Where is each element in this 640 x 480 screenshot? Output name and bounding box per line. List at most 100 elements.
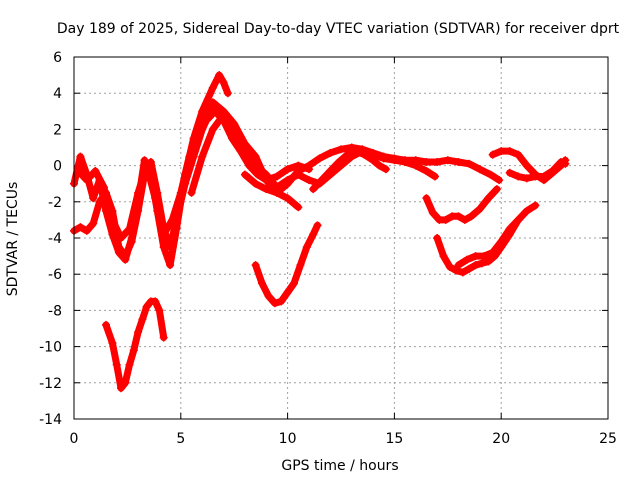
data-point [95, 197, 104, 206]
chart-title: Day 189 of 2025, Sidereal Day-to-day VTE… [57, 21, 620, 37]
data-point [475, 205, 484, 213]
y-tick-label: -14 [39, 412, 62, 428]
data-point [484, 194, 493, 203]
grid-lines [74, 57, 608, 419]
data-point [219, 78, 228, 87]
series-arc-4 [188, 111, 439, 197]
data-point [134, 328, 143, 337]
data-point [187, 188, 196, 197]
data-point [317, 176, 326, 185]
data-point [505, 147, 514, 156]
data-point [76, 152, 85, 161]
data-point [251, 179, 260, 188]
data-point [497, 147, 506, 156]
data-point [531, 201, 540, 210]
y-tick-label: -6 [48, 267, 62, 283]
data-point [283, 165, 292, 174]
data-point [198, 107, 207, 116]
y-tick-label: 4 [53, 86, 62, 102]
data-point [309, 185, 318, 194]
data-point [208, 98, 217, 107]
data-point [272, 188, 281, 197]
data-point [89, 194, 98, 203]
data-point [262, 170, 271, 179]
data-point [176, 188, 185, 197]
series-arc-6 [309, 147, 390, 193]
data-point [531, 172, 540, 181]
data-point [522, 206, 531, 215]
data-point [121, 252, 130, 261]
data-point [315, 154, 324, 163]
data-point [264, 291, 273, 300]
data-point [99, 183, 108, 192]
y-tick-label: 0 [53, 159, 62, 175]
data-point [309, 230, 318, 239]
data-point [326, 148, 335, 157]
data-point [475, 165, 484, 174]
data-point [146, 158, 155, 166]
data-point [471, 261, 480, 270]
data-point [270, 299, 279, 308]
data-point [497, 237, 506, 246]
data-point [129, 346, 138, 355]
data-point [433, 234, 442, 242]
x-tick-label: 20 [492, 431, 510, 447]
y-tick-label: -2 [48, 195, 62, 211]
data-point [488, 150, 497, 159]
x-tick-labels: 0 5 10 15 20 25 [70, 431, 617, 447]
data-point [458, 268, 467, 277]
data-point [337, 145, 345, 154]
data-point [488, 248, 497, 257]
data-series [70, 71, 570, 393]
data-point [460, 215, 469, 224]
data-point [305, 176, 313, 185]
x-tick-label: 5 [176, 431, 185, 447]
data-point [208, 83, 217, 92]
data-point [112, 360, 121, 369]
series-arc-7 [102, 297, 168, 392]
data-point [121, 378, 130, 387]
data-point [228, 134, 237, 143]
data-point [240, 143, 249, 152]
data-point [283, 194, 292, 203]
x-tick-label: 15 [385, 431, 403, 447]
data-point [296, 261, 305, 270]
data-point [114, 243, 123, 252]
data-point [290, 279, 298, 288]
data-point [82, 176, 91, 185]
data-point [108, 215, 117, 224]
x-tick-label: 0 [70, 431, 79, 447]
data-point [390, 154, 399, 163]
data-point [89, 219, 98, 228]
data-point [352, 147, 360, 156]
data-point [454, 261, 463, 270]
data-point [514, 172, 523, 181]
data-point [251, 161, 260, 170]
data-point [480, 252, 489, 261]
data-point [82, 226, 91, 235]
data-point [76, 223, 85, 232]
data-point [454, 212, 463, 221]
data-point [360, 150, 369, 159]
data-point [223, 89, 232, 98]
data-point [102, 320, 110, 329]
data-point [492, 185, 501, 194]
data-point [134, 188, 143, 197]
data-point [334, 158, 343, 166]
data-point [155, 306, 164, 315]
data-point [326, 167, 335, 175]
data-point [168, 215, 177, 224]
data-point [433, 158, 442, 166]
data-point [208, 125, 217, 134]
data-point [522, 174, 531, 183]
data-point [486, 170, 495, 179]
data-point [74, 167, 83, 175]
series-arc-9 [422, 185, 501, 224]
data-point [283, 288, 292, 297]
data-point [463, 255, 471, 264]
data-point [283, 179, 292, 188]
data-point [240, 170, 249, 179]
data-point [91, 167, 100, 175]
data-point [465, 264, 474, 273]
data-point [313, 221, 322, 230]
